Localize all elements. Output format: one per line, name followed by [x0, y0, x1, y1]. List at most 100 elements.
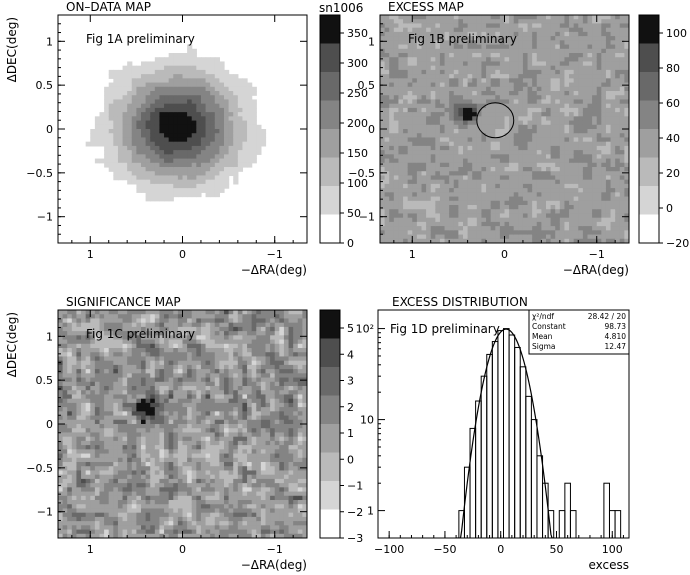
heatmap-cell — [117, 145, 124, 151]
heatmap-cell — [99, 364, 105, 370]
heatmap-cell — [407, 141, 413, 147]
heatmap-cell — [444, 154, 450, 160]
heatmap-cell — [573, 196, 579, 202]
heatmap-cell — [228, 116, 234, 122]
heatmap-cell — [504, 158, 510, 164]
heatmap-cell — [384, 48, 390, 54]
heatmap-cell — [90, 356, 96, 362]
heatmap-cell — [472, 40, 478, 46]
heatmap-cell — [569, 175, 575, 181]
heatmap-cell — [518, 31, 524, 37]
heatmap-cell — [242, 107, 248, 113]
heatmap-cell — [550, 150, 556, 155]
heatmap-cell — [191, 65, 197, 71]
heatmap-cell — [104, 466, 110, 472]
heatmap-cell — [117, 137, 124, 143]
heatmap-cell — [393, 40, 400, 46]
heatmap-cell — [601, 175, 607, 181]
heatmap-cell — [430, 74, 436, 79]
heatmap-cell — [205, 133, 211, 139]
heatmap-cell — [131, 171, 137, 177]
heatmap-cell — [81, 428, 87, 434]
heatmap-cell — [104, 95, 110, 101]
heatmap-cell — [439, 78, 446, 84]
heatmap-cell — [615, 23, 621, 29]
heatmap-cell — [108, 103, 114, 109]
heatmap-cell — [237, 124, 244, 130]
heatmap-cell — [504, 120, 510, 126]
heatmap-cell — [481, 112, 487, 117]
heatmap-cell — [407, 238, 413, 243]
heatmap-cell — [463, 217, 469, 223]
heatmap-cell — [393, 78, 400, 84]
heatmap-cell — [205, 171, 211, 177]
heatmap-cell — [615, 44, 621, 50]
heatmap-cell — [481, 188, 487, 193]
heatmap-cell — [407, 133, 413, 139]
heatmap-cell — [619, 120, 625, 126]
heatmap-cell — [85, 470, 91, 476]
heatmap-cell — [426, 154, 432, 160]
heatmap-cell — [141, 183, 147, 189]
heatmap-cell — [546, 78, 552, 84]
heatmap-cell — [605, 78, 612, 84]
heatmap-cell — [546, 171, 552, 177]
heatmap-cell — [435, 23, 441, 29]
heatmap-cell — [228, 133, 234, 139]
heatmap-cell — [550, 179, 556, 185]
heatmap-cell — [210, 141, 216, 147]
heatmap-cell — [94, 369, 101, 374]
heatmap-cell — [605, 57, 612, 63]
heatmap-cell — [67, 373, 73, 379]
heatmap-cell — [398, 129, 404, 134]
heatmap-cell — [449, 238, 455, 243]
heatmap-cell — [522, 27, 529, 33]
heatmap-cell — [624, 57, 629, 63]
heatmap-cell — [108, 158, 114, 164]
heatmap-cell — [559, 183, 566, 189]
heatmap-cell — [569, 230, 575, 236]
colorbar-segment — [320, 129, 340, 158]
heatmap-cell — [71, 398, 78, 404]
heatmap-cell — [412, 205, 418, 210]
heatmap-cell — [504, 36, 510, 41]
heatmap-cell — [426, 234, 432, 240]
heatmap-cell — [449, 213, 455, 219]
heatmap-cell — [71, 360, 78, 366]
heatmap-cell — [380, 234, 386, 240]
heatmap-cell — [224, 171, 230, 177]
heatmap-cell — [214, 112, 220, 117]
heatmap-cell — [113, 457, 119, 463]
heatmap-cell — [173, 65, 179, 71]
heatmap-cell — [601, 124, 607, 130]
heatmap-cell — [499, 15, 506, 20]
heatmap-cell — [532, 200, 538, 206]
heatmap-cell — [398, 44, 404, 50]
heatmap-cell — [509, 23, 515, 29]
heatmap-cell — [430, 116, 436, 122]
heatmap-cell — [58, 428, 64, 434]
heatmap-cell — [131, 175, 137, 181]
heatmap-cell — [407, 31, 413, 37]
heatmap-cell — [384, 150, 390, 155]
heatmap-cell — [476, 103, 483, 109]
heatmap-cell — [458, 27, 464, 33]
heatmap-cell — [499, 69, 506, 75]
heatmap-cell — [233, 154, 239, 160]
heatmap-cell — [159, 129, 165, 134]
heatmap-cell — [76, 445, 82, 450]
heatmap-cell — [439, 91, 446, 96]
heatmap-cell — [467, 183, 473, 189]
heatmap-cell — [472, 82, 478, 88]
heatmap-cell — [449, 82, 455, 88]
heatmap-cell — [122, 65, 128, 71]
heatmap-cell — [495, 167, 501, 172]
heatmap-cell — [624, 129, 629, 134]
heatmap-cell — [131, 158, 137, 164]
heatmap-cell — [219, 158, 225, 164]
heatmap-cell — [407, 27, 413, 33]
heatmap-cell — [104, 318, 110, 324]
heatmap-cell — [141, 141, 147, 147]
heatmap-cell — [536, 19, 542, 25]
heatmap-cell — [117, 112, 124, 117]
